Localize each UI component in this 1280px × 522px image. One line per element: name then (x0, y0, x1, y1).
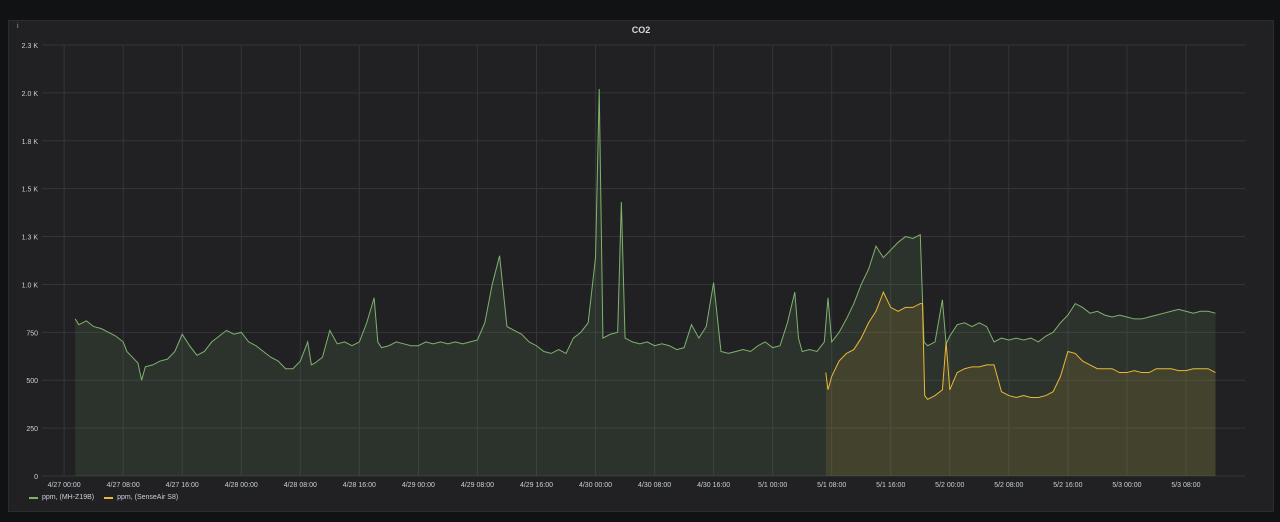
co2-panel: i CO2 0 250 500 750 1.0 K 1.3 K 1.5 K 1.8 K 2.0 … (8, 20, 1274, 512)
x-tick-label: 4/30 08:00 (638, 482, 671, 489)
series-line-1 (825, 290, 1216, 401)
legend-item-mh-z19b[interactable]: ppm, (MH-Z19B) (29, 494, 94, 501)
y-tick-label: 750 (26, 330, 38, 337)
x-tick-label: 4/27 08:00 (107, 482, 140, 489)
y-tick-label: 500 (26, 378, 38, 385)
info-icon[interactable]: i (17, 23, 19, 30)
x-tick-label: 5/2 08:00 (994, 482, 1023, 489)
x-tick-label: 4/28 16:00 (343, 482, 376, 489)
legend-swatch (29, 496, 38, 499)
x-tick-label: 4/30 00:00 (579, 482, 612, 489)
x-tick-label: 4/29 16:00 (520, 482, 553, 489)
x-tick-label: 4/28 00:00 (225, 482, 258, 489)
x-tick-label: 5/1 08:00 (817, 482, 846, 489)
legend: ppm, (MH-Z19B) ppm, (SenseAir S8) (29, 494, 178, 501)
x-tick-label: 4/30 16:00 (697, 482, 730, 489)
legend-label: ppm, (SenseAir S8) (117, 494, 179, 501)
panel-title[interactable]: CO2 (631, 25, 651, 35)
y-tick-label: 1.0 K (22, 282, 39, 289)
x-tick-label: 4/27 00:00 (48, 482, 81, 489)
co2-chart: 0 250 500 750 1.0 K 1.3 K 1.5 K 1.8 K 2.0 K 2.3 K… (22, 43, 1245, 489)
x-tick-label: 5/1 00:00 (758, 482, 787, 489)
y-tick-label: 250 (26, 426, 38, 433)
y-tick-label: 2.0 K (22, 91, 39, 98)
y-tick-label: 1.8 K (22, 139, 39, 146)
y-tick-label: 0 (34, 474, 38, 481)
x-tick-label: 4/28 08:00 (284, 482, 317, 489)
x-tick-label: 4/29 08:00 (461, 482, 494, 489)
y-tick-label: 2.3 K (22, 43, 39, 50)
legend-swatch (104, 496, 114, 499)
series-line-0 (74, 89, 1216, 381)
x-tick-label: 5/1 16:00 (876, 482, 905, 489)
x-tick-label: 5/3 00:00 (1112, 482, 1141, 489)
legend-item-senseair-s8[interactable]: ppm, (SenseAir S8) (104, 494, 178, 501)
x-tick-label: 4/27 16:00 (166, 482, 199, 489)
x-tick-label: 4/29 00:00 (402, 482, 435, 489)
y-tick-label: 1.5 K (22, 187, 39, 194)
legend-label: ppm, (MH-Z19B) (42, 494, 95, 501)
series-area-0 (75, 89, 1216, 477)
x-tick-label: 5/2 00:00 (935, 482, 964, 489)
x-tick-label: 5/2 16:00 (1053, 482, 1082, 489)
y-tick-label: 1.3 K (22, 235, 39, 242)
x-tick-label: 5/3 08:00 (1171, 482, 1200, 489)
